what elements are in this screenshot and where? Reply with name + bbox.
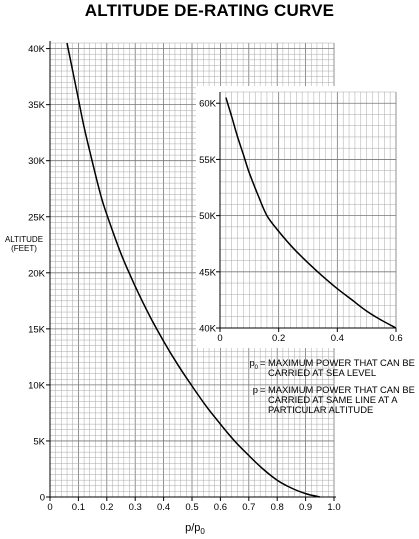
inset-curve [225, 97, 397, 329]
y-tick-label: 5K [33, 436, 45, 447]
x-tick-label: 0.4 [157, 502, 170, 513]
legend-symbol: p [240, 385, 260, 415]
y-axis-label-line-2: (FEET) [11, 244, 37, 253]
y-tick-label: 0 [40, 493, 45, 504]
x-tick-label: 0.8 [271, 502, 284, 513]
legend-item-p0: p0 = MAXIMUM POWER THAT CAN BE CARRIED A… [240, 358, 418, 378]
inset-y-tick-label: 55K [199, 155, 217, 166]
x-tick-label: 0.9 [299, 502, 312, 513]
legend-item-p: p = MAXIMUM POWER THAT CAN BE CARRIED AT… [240, 385, 418, 415]
inset-y-tick-label: 50K [199, 211, 217, 222]
legend-description: MAXIMUM POWER THAT CAN BE CARRIED AT SEA… [268, 357, 415, 378]
x-tick-label: 0.1 [72, 502, 85, 513]
y-tick-label: 20K [28, 268, 46, 279]
legend-symbol-letter: p [249, 357, 255, 368]
legend-equals: = [260, 384, 266, 395]
y-tick-label: 15K [28, 324, 46, 335]
x-tick-label: 0.6 [214, 502, 227, 513]
x-tick-label: 0.2 [100, 502, 113, 513]
x-tick-label: 0.7 [242, 502, 255, 513]
x-tick-label: 0 [47, 502, 52, 513]
inset-x-tick-label: 0.4 [331, 333, 344, 344]
legend-description: MAXIMUM POWER THAT CAN BE CARRIED AT SAM… [268, 384, 415, 415]
inset-x-tick-label: 0.2 [272, 333, 285, 344]
x-tick-label: 0.5 [185, 502, 198, 513]
y-tick-label: 40K [28, 44, 46, 55]
legend-equals: = [260, 357, 266, 368]
y-tick-label: 25K [28, 212, 46, 223]
inset-y-tick-label: 45K [199, 267, 217, 278]
inset-panel [196, 86, 418, 348]
y-tick-label: 30K [28, 156, 46, 167]
y-tick-label: 10K [28, 380, 46, 391]
inset-x-tick-label: 0 [217, 333, 222, 344]
series-line [66, 42, 320, 498]
x-axis-label: p/p0 [150, 522, 240, 536]
legend-symbol-letter: p [252, 384, 258, 395]
y-axis-label-line-1: ALTITUDE [4, 235, 44, 244]
y-axis-label: ALTITUDE (FEET) [1, 235, 47, 253]
inset-series-line [225, 97, 397, 329]
inset-y-tick-label: 40K [199, 324, 217, 335]
inset-y-tick-label: 60K [199, 99, 217, 110]
x-axis-label-subscript: 0 [200, 527, 205, 537]
legend: p0 = MAXIMUM POWER THAT CAN BE CARRIED A… [240, 358, 418, 422]
legend-symbol-subscript: 0 [254, 364, 258, 371]
inset-axes: 0 0.2 0.4 0.6 40K 45K 50K 55K 60K [199, 92, 403, 344]
main-axes: 0 0.1 0.2 0.3 0.4 0.5 0.6 0.7 0.8 0.9 1.0 0 5K 10K 15K… [28, 41, 341, 513]
legend-symbol: p0 [240, 358, 260, 378]
x-axis-label-text: p/p [185, 522, 201, 534]
inset-x-tick-label: 0.6 [389, 333, 402, 344]
main-curve [66, 42, 320, 498]
inset-grid [196, 86, 418, 348]
x-tick-label: 0.3 [129, 502, 142, 513]
y-tick-label: 35K [28, 100, 46, 111]
chart-title: ALTITUDE DE-RATING CURVE [84, 1, 335, 20]
x-tick-label: 1.0 [327, 502, 340, 513]
